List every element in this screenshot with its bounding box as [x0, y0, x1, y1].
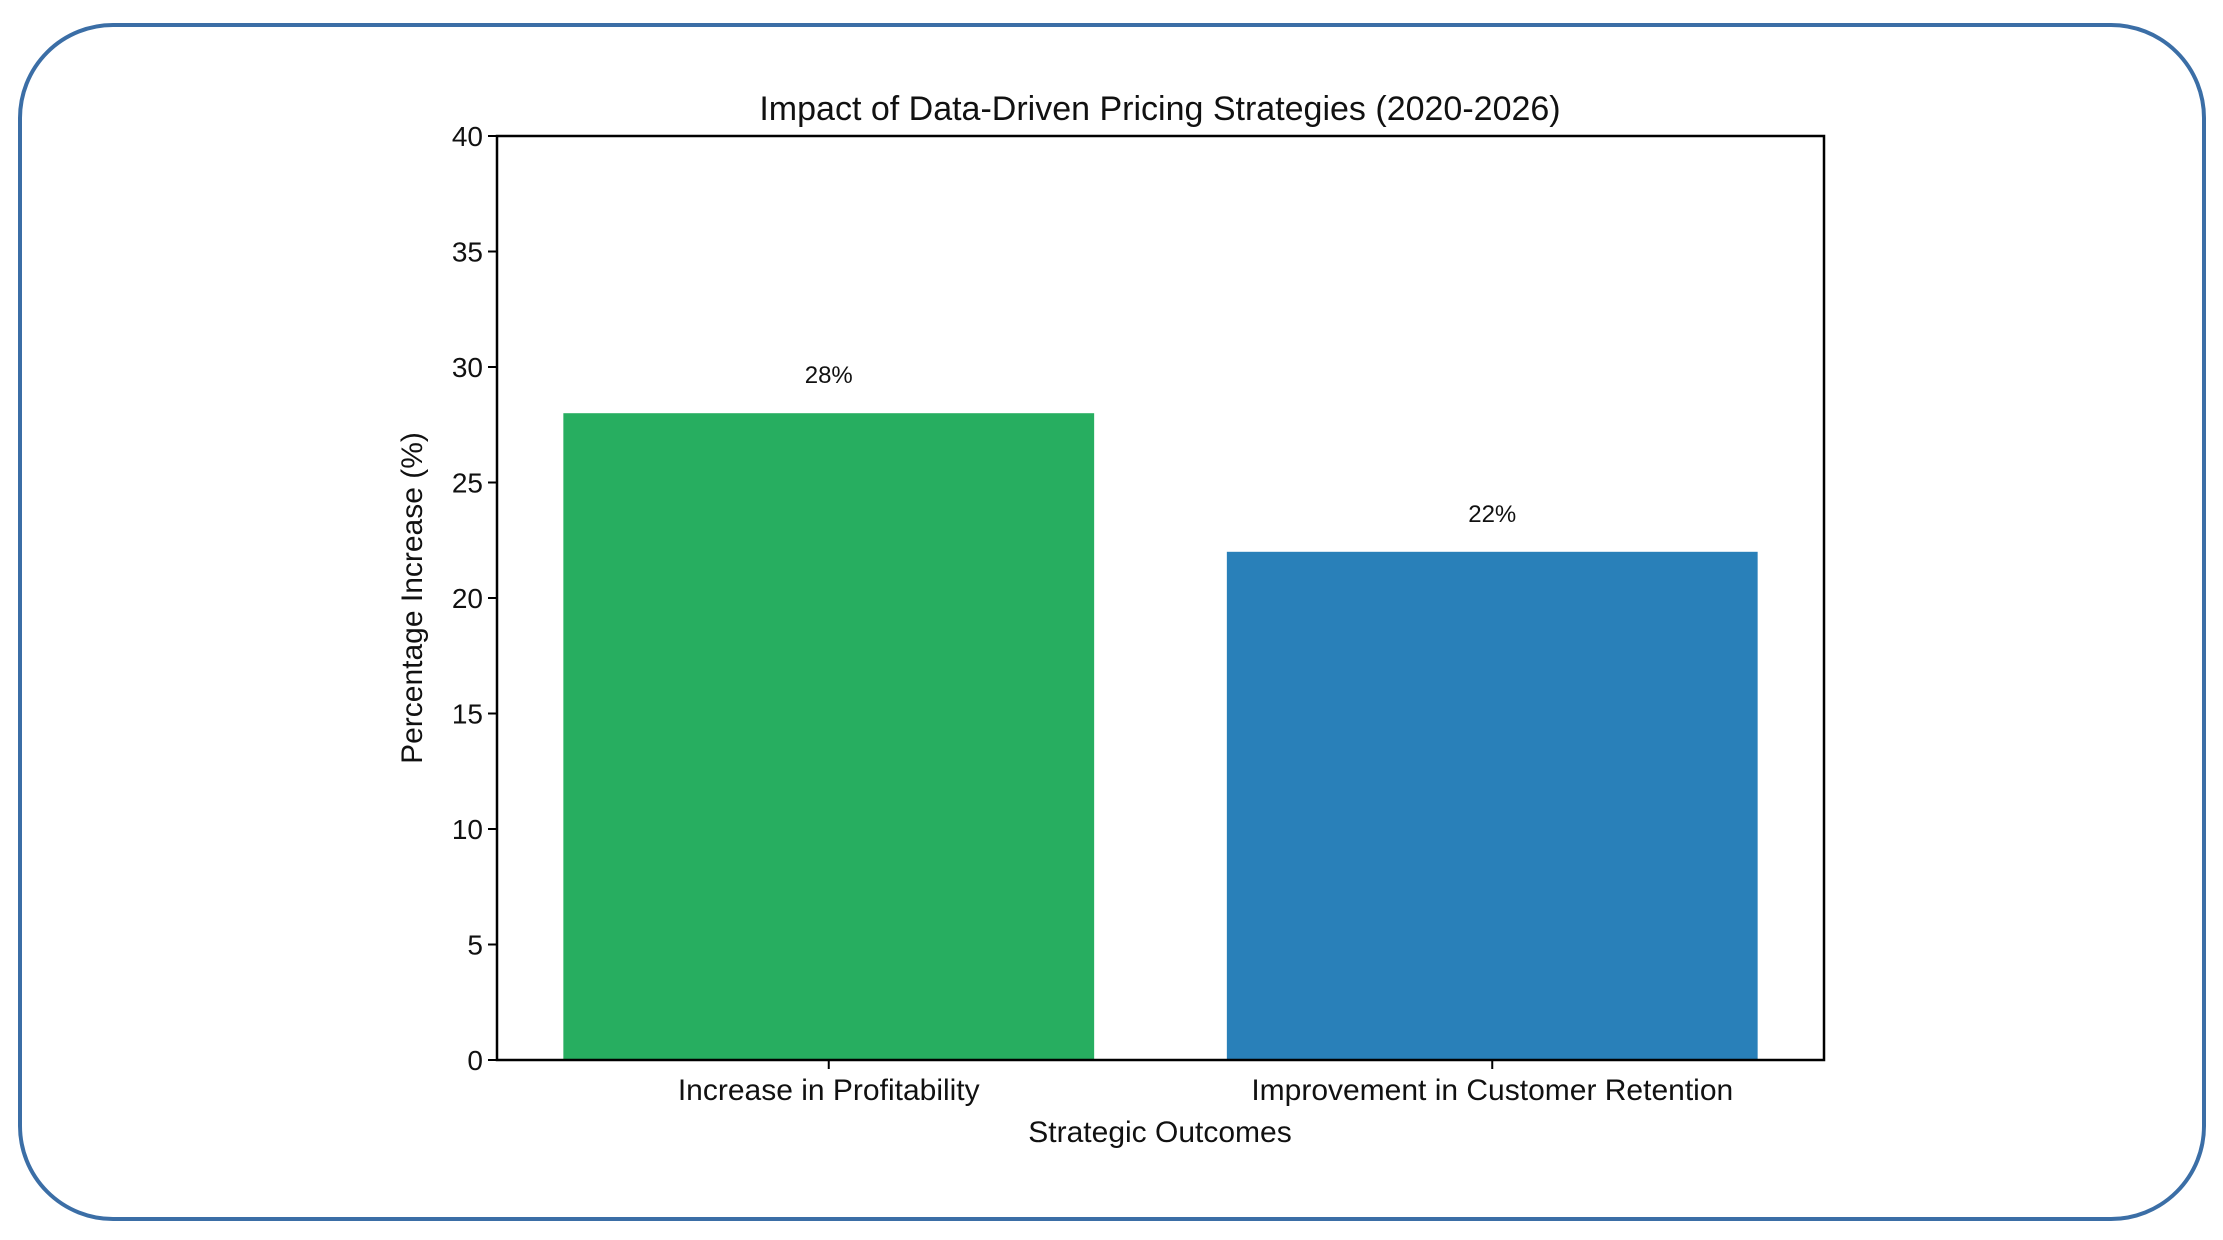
y-tick-label: 40	[452, 121, 483, 152]
y-axis-label: Percentage Increase (%)	[396, 432, 429, 764]
y-tick-label: 20	[452, 583, 483, 614]
chart-title: Impact of Data-Driven Pricing Strategies…	[759, 90, 1560, 128]
y-tick-label: 5	[467, 930, 483, 961]
y-tick-label: 35	[452, 237, 483, 268]
chart-frame	[18, 23, 2206, 1221]
x-tick-label: Improvement in Customer Retention	[1251, 1074, 1733, 1107]
x-tick-label: Increase in Profitability	[678, 1074, 980, 1107]
bar-1	[563, 413, 1095, 1060]
y-tick-label: 25	[452, 468, 483, 499]
data-label: 22%	[1468, 501, 1516, 528]
data-label: 28%	[805, 362, 853, 389]
plot-area-border	[495, 134, 1826, 1062]
bar-2	[1226, 551, 1758, 1060]
y-tick-label: 10	[452, 814, 483, 845]
x-axis-label: Strategic Outcomes	[1028, 1116, 1291, 1149]
y-tick-label: 30	[452, 352, 483, 383]
y-tick-label: 0	[467, 1045, 483, 1076]
y-tick-label: 15	[452, 699, 483, 730]
